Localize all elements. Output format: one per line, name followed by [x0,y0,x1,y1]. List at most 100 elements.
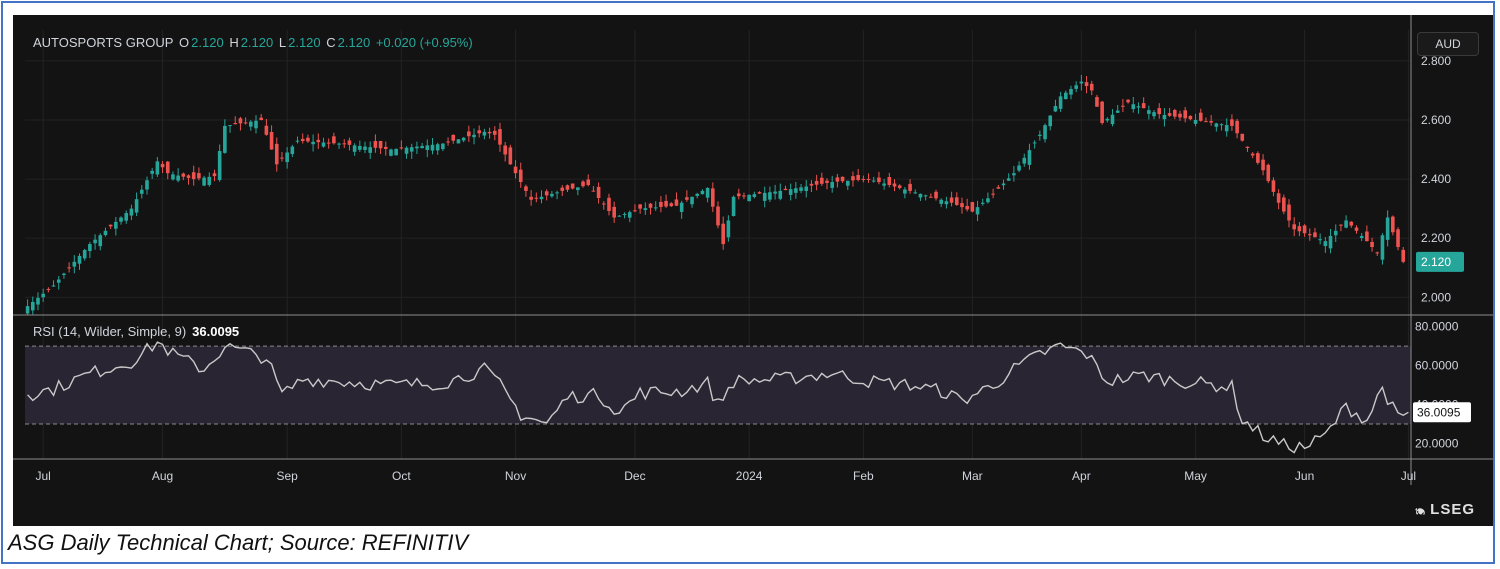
close-label: C [326,35,336,50]
candle-body [498,129,502,145]
rsi-tick-label: 80.0000 [1415,320,1459,334]
candle-body [586,179,591,185]
candle-body [1198,112,1203,121]
candle-body [72,261,77,267]
candle-body [1188,115,1193,120]
rsi-label: RSI (14, Wilder, Simple, 9) [33,324,187,339]
candle-body [1323,241,1328,247]
candle-body [1084,82,1089,87]
candle-body [46,289,51,291]
candle-body [866,178,871,180]
lseg-logo-text: LSEG [1430,501,1475,518]
candle-body [788,189,793,195]
candle-body [539,196,544,200]
candle-body [1157,108,1162,115]
candle-body [783,188,788,191]
candle-body [726,220,731,238]
candle-body [228,125,232,127]
candle-body [352,145,357,152]
candle-body [601,203,606,205]
candle-body [794,188,798,193]
candle-body [259,117,263,120]
candle-body [664,200,668,207]
candle-body [643,208,648,211]
candle-body [965,205,969,210]
candle-body [129,208,134,216]
candle-body [1344,220,1348,228]
candle-body [736,193,741,197]
time-tick-label: Jul [35,469,50,483]
candle-body [285,152,289,163]
price-tick-label: 2.800 [1421,54,1451,68]
candle-body [923,195,928,197]
candle-body [1365,231,1369,242]
candle-body [835,177,840,182]
currency-button[interactable]: AUD [1417,32,1479,56]
candle-body [908,183,912,191]
candle-body [1256,153,1260,163]
high-label: H [229,35,239,50]
candle-body [825,180,829,183]
candle-body [560,187,565,191]
candle-body [1105,118,1110,121]
candle-body [882,183,886,186]
candle-body [363,146,367,150]
chart-svg: 2.0002.2002.4002.6002.8002.12020.000040.… [13,15,1493,485]
candle-body [960,203,964,208]
candle-body [181,173,186,177]
candle-body [1245,146,1250,149]
instrument-name: AUTOSPORTS GROUP [33,35,174,50]
candle-body [1193,120,1198,124]
candle-body [98,235,103,247]
candle-body [954,197,959,205]
candle-body [326,142,331,144]
candle-body [1110,114,1115,125]
candle-body [217,151,222,181]
candle-body [1006,178,1011,181]
candle-body [347,140,352,145]
candle-body [103,230,108,236]
candle-body [134,199,139,213]
candle-body [949,197,954,203]
candle-body [897,185,902,188]
time-tick-label: 2024 [736,469,763,483]
candle-body [415,146,419,149]
candle-body [871,180,876,182]
candle-body [892,183,897,187]
candle-body [1017,165,1021,171]
candle-body [1302,225,1307,234]
candle-body [768,192,772,200]
candle-body [685,197,689,200]
candle-body [929,196,933,198]
candle-body [913,192,918,194]
candle-body [269,131,274,150]
candle-body [773,191,777,194]
candle-body [430,144,435,151]
candle-body [1328,235,1333,249]
rsi-value: 36.0095 [192,324,240,339]
candle-body [1089,83,1094,91]
candle-body [633,210,637,212]
candle-body [570,183,575,189]
open-label: O [179,35,190,50]
candle-body [1012,173,1016,176]
candle-body [1173,110,1177,117]
candle-body [342,143,347,145]
candle-body [534,197,539,199]
candle-body [627,212,632,218]
candle-body [1297,226,1302,232]
candle-body [295,140,300,142]
candle-body [82,250,87,259]
candle-body [612,206,616,218]
candle-body [321,142,326,147]
candle-body [233,123,238,125]
candle-body [513,166,518,174]
candle-body [695,193,700,196]
candle-body [191,172,196,180]
candle-body [508,147,513,165]
candle-body [249,121,253,127]
candle-body [1069,88,1073,95]
candle-body [202,177,206,186]
candle-body [254,120,258,129]
